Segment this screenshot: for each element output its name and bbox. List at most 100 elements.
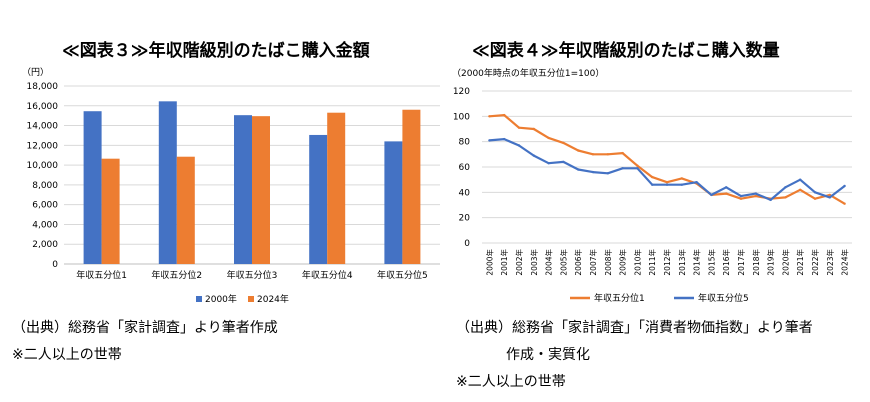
bar-x-tick-label: 年収五分位3 [227,269,278,281]
bar-legend-label: 2000年 [205,293,237,305]
bar-chart-title: ≪図表３≫年収階級別のたばこ購入金額 [62,41,370,61]
line-point [680,177,683,180]
line-point [562,141,565,145]
bar-y-tick-label: 6,000 [32,201,58,211]
line-point [769,198,772,202]
line-point [503,113,506,117]
bar-y-tick-label: 8,000 [32,181,58,191]
bar-y-tick-label: 0 [52,260,58,270]
line-point [651,183,654,186]
bar-x-tick-label: 年収五分位4 [302,269,353,281]
line-point [591,153,595,156]
line-x-tick-label: 2011年 [647,249,657,276]
line-point [843,202,846,205]
line-point [813,197,817,200]
line-point [606,153,609,156]
line-x-tick-label: 2019年 [766,249,776,276]
bar-2000-5 [384,141,403,264]
line-x-tick-label: 2016年 [721,249,731,276]
line-x-tick-label: 2013年 [677,249,687,276]
bar-y-tick-label: 12,000 [27,141,59,151]
line-x-tick-label: 2018年 [751,249,761,276]
line-point [725,186,728,189]
bar-legend-swatch [248,296,254,302]
left-source-note: （出典）総務省「家計調査」より筆者作成 [12,320,278,336]
line-point [665,181,669,184]
bar-2024-1 [101,158,120,264]
line-point [606,172,609,175]
line-x-tick-label: 2022年 [810,249,820,276]
line-y-tick-label: 80 [459,138,471,148]
bar-x-tick-label: 年収五分位1 [76,269,127,281]
bar-y-tick-label: 16,000 [27,102,59,112]
bar-2000-4 [309,134,328,264]
line-point [754,192,757,195]
line-point [784,186,787,189]
line-y-tick-label: 0 [464,239,470,249]
bar-y-tick-label: 18,000 [27,82,59,92]
line-y-tick-label: 120 [453,87,470,97]
bar-chart-unit-label: （円） [22,67,49,78]
line-point [517,144,521,147]
bar-2000-3 [234,115,252,264]
line-point [547,162,550,165]
line-x-tick-label: 2024年 [840,249,850,276]
line-point [503,137,506,141]
bar-2024-4 [327,112,346,264]
bar-2000-2 [158,101,177,264]
line-point [843,184,846,188]
line-point [799,178,802,181]
line-x-tick-label: 2017年 [736,249,746,276]
line-point [532,154,535,157]
line-point [710,193,713,197]
line-x-tick-label: 2010年 [632,249,642,276]
line-point [739,197,743,200]
line-y-tick-label: 100 [453,112,470,122]
line-point [754,194,757,198]
line-point [577,168,580,171]
line-point [577,149,580,152]
line-point [621,167,624,170]
line-point [828,193,831,197]
line-point [665,183,669,186]
line-point [532,127,535,131]
line-x-tick-label: 2014年 [692,249,702,276]
line-x-tick-label: 2004年 [544,249,554,276]
line-point [695,181,698,184]
bar-x-tick-label: 年収五分位5 [377,269,428,281]
bar-legend-swatch [196,296,202,302]
line-point [562,160,565,164]
line-point [784,196,787,199]
bar-y-tick-label: 2,000 [32,240,58,250]
bar-2000-1 [83,111,102,264]
bar-2024-3 [252,116,270,265]
bar-2024-5 [402,109,421,264]
line-point [547,136,550,140]
line-x-tick-label: 2021年 [795,249,805,276]
line-x-tick-label: 2003年 [529,249,539,276]
line-point [636,167,639,170]
left-household-note: ※二人以上の世帯 [12,347,122,363]
right-source-note-cont: 作成・実質化 [506,347,590,363]
line-point [621,151,624,155]
right-source-note: （出典）総務省「家計調査」「消費者物価指数」より筆者 [456,320,813,336]
line-point [828,196,831,199]
line-x-tick-label: 2007年 [588,249,598,276]
line-point [591,170,595,174]
line-point [799,188,802,191]
right-household-note: ※二人以上の世帯 [456,374,566,390]
line-x-tick-label: 2002年 [514,249,524,276]
line-legend-label: 年収五分位5 [698,292,749,304]
line-point [636,164,639,167]
line-chart-title: ≪図表４≫年収階級別のたばこ購入数量 [472,41,780,61]
line-point [488,139,491,142]
line-legend-label: 年収五分位1 [594,292,645,304]
bar-y-tick-label: 14,000 [27,122,59,132]
bar-y-tick-label: 10,000 [27,161,59,171]
line-x-tick-label: 2009年 [618,249,628,276]
line-y-tick-label: 60 [459,163,471,173]
line-x-tick-label: 2023年 [825,249,835,276]
line-point [725,192,728,195]
